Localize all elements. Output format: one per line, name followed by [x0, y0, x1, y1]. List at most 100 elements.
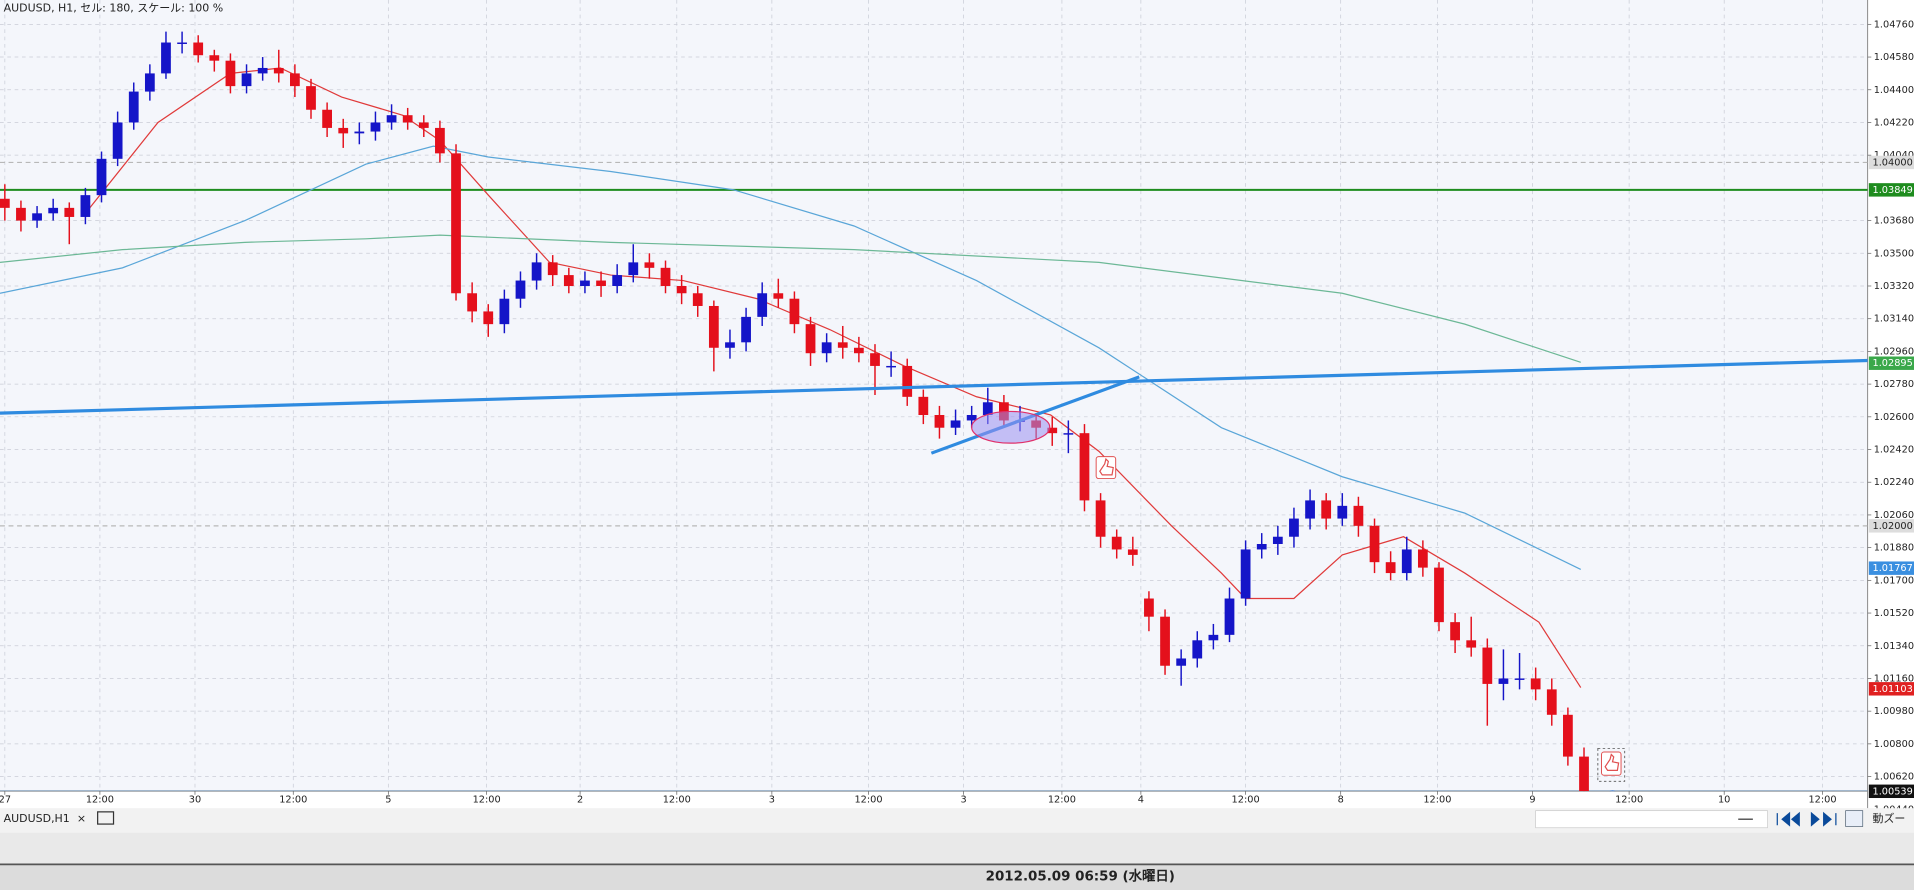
y-tick-label: 1.03500: [1874, 248, 1914, 259]
price-label-box: [1868, 682, 1914, 696]
candle-body: [1240, 549, 1251, 599]
candle-body: [805, 324, 816, 354]
candle-body: [1546, 689, 1557, 715]
candle-body: [48, 207, 59, 214]
x-tick-label: 3: [769, 795, 775, 806]
candle-body: [193, 42, 204, 56]
candle-body: [1192, 640, 1203, 659]
candle-body: [1047, 427, 1058, 434]
y-tick-label: 1.01340: [1874, 641, 1914, 652]
candle-body: [853, 347, 864, 354]
candle-body: [580, 280, 590, 286]
candle-body: [821, 342, 832, 354]
candle-body: [306, 86, 316, 110]
candle-body: [563, 275, 574, 286]
candle-body: [177, 42, 187, 44]
x-tick-label: 3: [961, 795, 967, 806]
candle-body: [1063, 433, 1074, 435]
candle-body: [499, 298, 510, 325]
candle-body: [290, 73, 300, 87]
candle-body: [1321, 500, 1332, 519]
price-axis-panel: [1867, 0, 1914, 809]
price-label: 1.01767: [1872, 563, 1912, 574]
thumb-icon: [1095, 456, 1117, 480]
candle-body: [1385, 562, 1396, 574]
candle-body: [515, 280, 526, 299]
y-tick-label: 1.02780: [1874, 379, 1914, 390]
candle-body: [1208, 634, 1219, 641]
x-tick-label: 12:00: [1232, 795, 1260, 806]
y-tick-label: 1.04760: [1874, 19, 1914, 30]
y-tick-label: 1.02060: [1874, 510, 1914, 521]
price-label-box: [1868, 183, 1914, 197]
scrollbar[interactable]: [1535, 810, 1768, 829]
x-tick-label: 8: [1338, 795, 1344, 806]
candle-body: [225, 60, 236, 87]
candle-body: [1450, 622, 1460, 641]
y-tick-label: 1.00980: [1874, 706, 1914, 717]
y-tick-label: 1.01700: [1874, 575, 1914, 586]
candle-body: [80, 195, 91, 217]
candle-body: [483, 311, 494, 325]
candle-body: [96, 158, 107, 196]
candle-body: [16, 207, 26, 221]
candle-body: [1160, 616, 1170, 666]
candle-body: [708, 305, 719, 348]
candle-body: [467, 293, 478, 312]
x-tick-label: 12:00: [854, 795, 882, 806]
x-tick-label: 12:00: [1423, 795, 1451, 806]
candle-body: [451, 153, 461, 294]
trendline: [0, 358, 1868, 415]
window-icon[interactable]: [97, 811, 115, 825]
status-bar: [0, 864, 1914, 890]
x-tick-label: 9: [1529, 795, 1535, 806]
y-tick-label: 1.04220: [1874, 117, 1914, 128]
candle-body: [1417, 549, 1428, 568]
candle-body: [1256, 544, 1267, 550]
x-tick-label: 12:00: [473, 795, 501, 806]
x-tick-label: 30: [189, 795, 201, 806]
price-label: 1.02895: [1872, 358, 1912, 369]
candle-body: [886, 365, 896, 368]
candle-body: [918, 396, 929, 415]
candle-body: [386, 115, 397, 123]
drawings: [971, 410, 1626, 792]
tab-close[interactable]: ×: [77, 812, 86, 825]
candle-body: [128, 91, 139, 123]
plot-background: [0, 0, 1868, 792]
moving-average: [0, 234, 1581, 363]
x-tick-label: 27: [0, 795, 11, 806]
candle-body: [0, 198, 10, 208]
candle-body: [322, 109, 332, 128]
tab-label[interactable]: AUDUSD,H1: [4, 812, 70, 825]
candle-body: [1111, 536, 1122, 550]
candle-body: [241, 73, 252, 87]
candle-body: [1337, 505, 1348, 519]
candle-body: [1095, 500, 1106, 537]
candle-body: [1434, 567, 1444, 623]
zoom-icon[interactable]: [1845, 810, 1864, 827]
candle-body: [950, 420, 961, 428]
candle-body: [1272, 536, 1283, 545]
candle-body: [934, 414, 945, 428]
candle-body: [660, 267, 671, 286]
nav-buttons[interactable]: [1776, 811, 1837, 827]
price-label-box: [1868, 784, 1914, 799]
candle-body: [1530, 678, 1541, 690]
candle-body: [547, 262, 558, 276]
candle-body: [773, 293, 784, 299]
candle-body: [161, 42, 171, 74]
candle-body: [32, 213, 42, 221]
price-label: 1.02000: [1872, 521, 1912, 532]
zoom-label[interactable]: 動ズー: [1872, 811, 1905, 825]
price-label: 1.01103: [1872, 684, 1912, 695]
y-tick-label: 1.04040: [1874, 150, 1914, 161]
x-tick-label: 2: [577, 795, 583, 806]
y-tick-label: 1.03320: [1874, 281, 1914, 292]
candle-body: [531, 262, 542, 281]
candle-body: [676, 285, 687, 294]
candle-body: [402, 115, 413, 123]
candle-body: [982, 402, 993, 415]
candle-body: [966, 414, 977, 421]
